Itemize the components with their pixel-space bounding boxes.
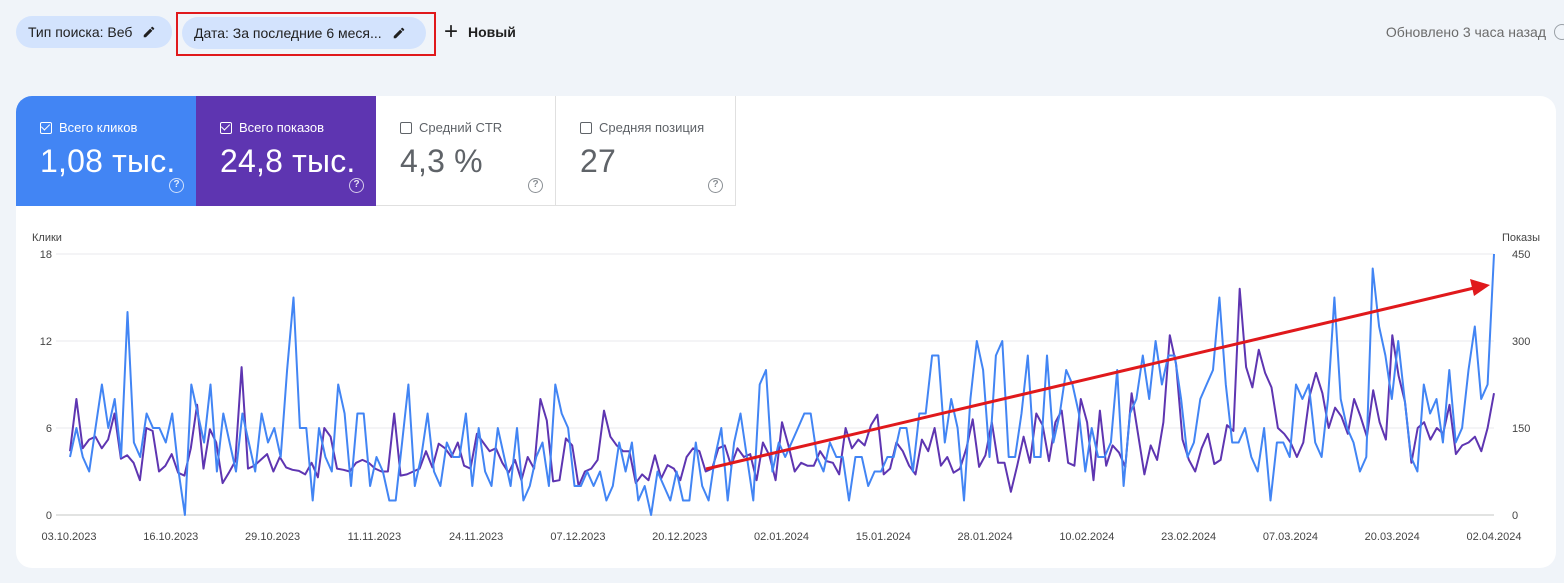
filter-bar: Тип поиска: Веб Дата: За последние 6 мес… [0, 0, 1564, 64]
help-icon[interactable] [1554, 24, 1564, 40]
help-icon[interactable]: ? [169, 178, 184, 193]
metric-average-position[interactable]: Средняя позиция 27 ? [556, 96, 736, 206]
new-filter-button[interactable]: + Новый [444, 19, 516, 45]
metric-average-ctr[interactable]: Средний CTR 4,3 % ? [376, 96, 556, 206]
plus-icon: + [444, 18, 459, 45]
metric-value: 4,3 % [400, 143, 483, 179]
help-icon[interactable]: ? [349, 178, 364, 193]
date-label: Дата: За последние 6 меся... [194, 25, 382, 41]
date-chip[interactable]: Дата: За последние 6 меся... [182, 17, 426, 49]
edit-pencil-icon[interactable] [142, 25, 156, 39]
updated-status: Обновлено 3 часа назад [1385, 24, 1546, 40]
checkbox-checked-icon[interactable] [40, 121, 52, 134]
checkbox-checked-icon[interactable] [220, 121, 232, 134]
checkbox-unchecked-icon[interactable] [580, 121, 592, 134]
help-icon[interactable]: ? [528, 178, 543, 193]
metric-label: Средний CTR [419, 120, 503, 135]
metric-value: 24,8 тыс. [220, 143, 356, 179]
metric-total-clicks[interactable]: Всего кликов 1,08 тыс. ? [16, 96, 196, 206]
metric-label: Средняя позиция [599, 120, 705, 135]
edit-pencil-icon[interactable] [392, 26, 406, 40]
metric-label: Всего показов [239, 120, 324, 135]
metric-label: Всего кликов [59, 120, 138, 135]
search-type-label: Тип поиска: Веб [28, 24, 133, 40]
metric-total-impressions[interactable]: Всего показов 24,8 тыс. ? [196, 96, 376, 206]
new-filter-label: Новый [468, 24, 516, 40]
performance-card: Всего кликов 1,08 тыс. ? Всего показов 2… [16, 96, 1556, 568]
search-type-chip[interactable]: Тип поиска: Веб [16, 16, 172, 48]
metric-value: 1,08 тыс. [40, 143, 176, 179]
red-highlight-frame [176, 12, 436, 56]
metric-value: 27 [580, 143, 616, 179]
help-icon[interactable]: ? [708, 178, 723, 193]
checkbox-unchecked-icon[interactable] [400, 121, 412, 134]
